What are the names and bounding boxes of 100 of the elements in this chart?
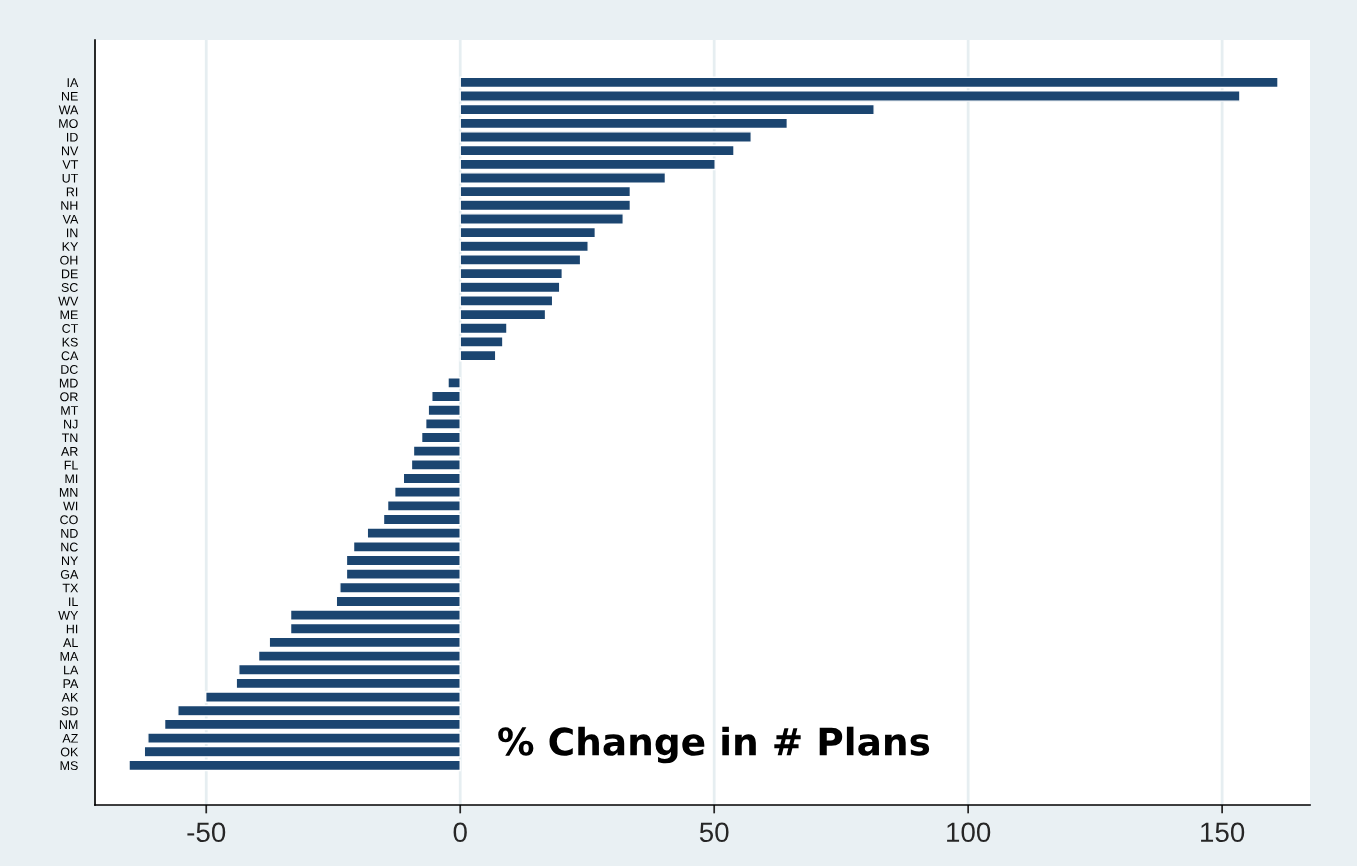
bar — [459, 213, 624, 225]
y-tick-label: DE — [61, 269, 78, 279]
bar — [459, 117, 789, 130]
bar — [459, 322, 508, 335]
y-tick-label: MT — [61, 406, 79, 415]
x-tick-label: 150 — [1201, 822, 1245, 843]
y-tick-label: DC — [61, 365, 78, 374]
y-tick-label: NC — [61, 542, 78, 552]
x-tick-label: 100 — [947, 822, 991, 843]
y-tick-label: VA — [62, 214, 79, 224]
bar — [143, 745, 461, 758]
y-tick-label: OR — [60, 392, 78, 402]
bar — [424, 418, 461, 430]
y-tick-label: NM — [59, 720, 78, 729]
y-tick-label: MO — [59, 119, 78, 128]
y-tick-label: GA — [60, 569, 79, 579]
y-tick-label: VT — [62, 160, 79, 169]
bar — [427, 404, 461, 417]
bar — [459, 144, 735, 157]
y-tick-label: WI — [63, 501, 78, 511]
bar — [345, 568, 461, 580]
y-tick-label: PA — [63, 679, 79, 688]
y-tick-label: CT — [62, 324, 79, 333]
bar — [420, 431, 461, 444]
bar — [459, 254, 582, 266]
x-tick-label: 50 — [699, 822, 729, 843]
bar — [289, 622, 461, 635]
bar — [459, 281, 561, 294]
bar — [412, 445, 461, 458]
y-tick-label: AZ — [62, 733, 78, 743]
y-tick-label: OH — [60, 255, 78, 265]
bar — [410, 459, 461, 471]
bar — [205, 691, 461, 703]
y-tick-label: NY — [61, 556, 79, 565]
y-tick-label: ID — [66, 132, 78, 142]
y-tick-label: MN — [59, 488, 78, 497]
bar — [268, 636, 461, 649]
bar — [459, 76, 1279, 89]
bar — [431, 390, 461, 403]
y-tick-label: OK — [60, 747, 79, 757]
bar — [366, 527, 461, 539]
y-tick-label: CA — [61, 351, 79, 361]
bar — [459, 131, 752, 143]
y-tick-label: MS — [60, 761, 78, 771]
bar — [459, 267, 564, 280]
y-tick-label: ME — [60, 310, 78, 320]
x-tick-label: 0 — [453, 822, 467, 843]
y-tick-label: MA — [60, 652, 79, 661]
bar — [128, 759, 461, 772]
y-tick-label: IN — [66, 228, 78, 238]
y-tick-label: SC — [61, 283, 78, 292]
y-tick-label: UT — [62, 173, 79, 183]
y-tick-label: ND — [61, 529, 78, 538]
bar — [459, 240, 589, 253]
bar — [289, 609, 461, 621]
y-tick-label: WY — [58, 611, 79, 620]
y-tick-label: FL — [64, 460, 78, 470]
bar — [345, 554, 461, 567]
bar — [459, 172, 667, 184]
bar — [238, 663, 461, 676]
y-tick-label: NV — [61, 146, 79, 156]
bar — [459, 103, 875, 116]
bar — [459, 199, 632, 212]
bar — [459, 336, 504, 348]
bar — [386, 500, 461, 512]
bar — [447, 377, 461, 389]
y-tick-label: WA — [58, 105, 79, 115]
bar — [459, 158, 716, 171]
bar — [382, 513, 461, 526]
bar — [339, 581, 461, 594]
y-tick-label: TX — [62, 583, 79, 593]
y-tick-label: HI — [66, 624, 78, 634]
x-tick-label: -50 — [187, 822, 226, 843]
y-tick-label: AL — [63, 638, 78, 647]
y-tick-label: MD — [59, 378, 78, 388]
bar — [235, 677, 461, 690]
bar — [459, 349, 497, 362]
y-tick-label: IL — [69, 597, 78, 606]
bar — [352, 540, 461, 553]
y-tick-label: RI — [66, 187, 78, 197]
bar — [147, 732, 461, 744]
y-tick-label: TN — [61, 433, 78, 443]
bar — [459, 90, 1241, 102]
y-tick-label: AK — [61, 693, 79, 702]
y-tick-label: SD — [61, 706, 78, 716]
bar — [459, 226, 597, 239]
y-tick-label: CO — [60, 515, 78, 525]
y-tick-label: LA — [64, 665, 79, 675]
y-tick-label: WV — [58, 296, 79, 306]
bar — [459, 308, 547, 321]
bar — [402, 472, 461, 485]
bar — [335, 595, 461, 608]
bar — [177, 704, 461, 717]
annotation: % Change in # Plans — [498, 726, 930, 764]
y-tick-label: IA — [67, 78, 79, 87]
y-tick-label: NJ — [64, 419, 78, 429]
bar — [257, 650, 461, 662]
y-tick-label: MI — [65, 474, 78, 484]
bar — [459, 295, 554, 307]
y-tick-label: AR — [60, 447, 78, 456]
